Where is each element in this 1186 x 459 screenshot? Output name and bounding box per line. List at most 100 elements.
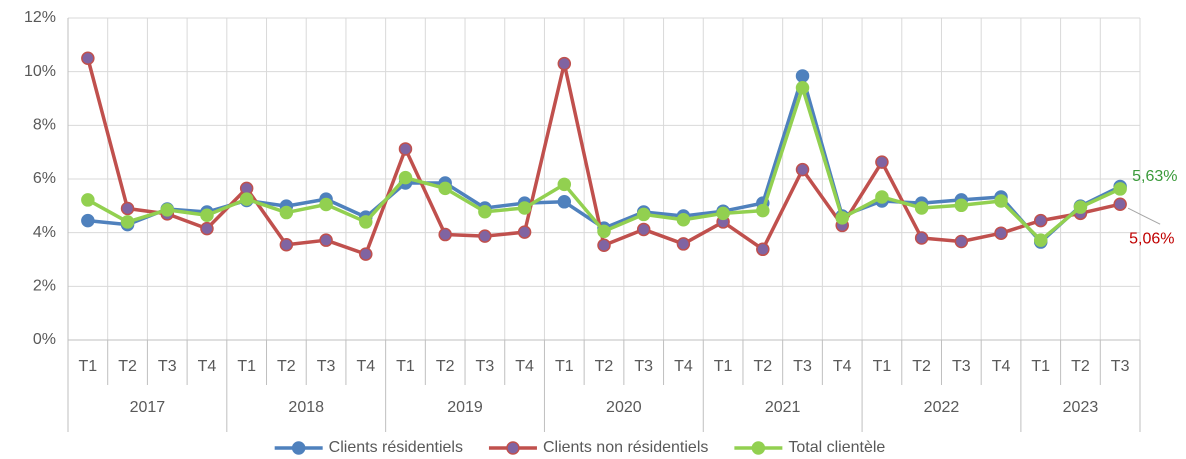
y-tick-label: 2% xyxy=(33,278,56,295)
x-tick-label: T3 xyxy=(1111,358,1130,375)
marker xyxy=(875,155,889,169)
marker xyxy=(557,56,572,71)
marker xyxy=(279,237,294,252)
marker xyxy=(557,177,572,192)
x-tick-label: T4 xyxy=(198,358,217,375)
marker xyxy=(795,162,810,177)
marker xyxy=(279,205,294,220)
marker xyxy=(200,208,214,222)
leader-line xyxy=(1127,207,1161,225)
group-label: 2022 xyxy=(924,399,960,416)
marker xyxy=(676,237,691,251)
x-tick-label: T2 xyxy=(912,358,931,375)
x-tick-label: T1 xyxy=(873,358,892,375)
marker xyxy=(120,201,135,216)
x-tick-label: T3 xyxy=(317,358,336,375)
series-line xyxy=(87,74,1121,244)
marker xyxy=(239,192,254,206)
marker xyxy=(795,69,810,83)
x-tick-label: T1 xyxy=(1031,358,1050,375)
marker xyxy=(795,81,810,95)
y-tick-label: 0% xyxy=(33,331,56,348)
x-tick-label: T2 xyxy=(436,358,455,375)
x-tick-label: T3 xyxy=(476,358,495,375)
x-tick-label: T3 xyxy=(634,358,653,375)
marker xyxy=(438,227,452,242)
marker xyxy=(1033,213,1048,228)
marker xyxy=(359,247,373,261)
marker xyxy=(994,226,1008,240)
marker xyxy=(914,231,929,245)
x-tick-label: T4 xyxy=(674,358,693,375)
group-label: 2019 xyxy=(447,399,483,416)
marker xyxy=(636,222,651,237)
marker xyxy=(954,198,969,213)
marker xyxy=(200,221,214,236)
marker xyxy=(81,193,95,207)
y-tick-label: 10% xyxy=(24,63,56,80)
marker xyxy=(597,238,611,253)
x-tick-label: T2 xyxy=(118,358,137,375)
marker xyxy=(716,206,730,221)
group-label: 2020 xyxy=(606,399,642,416)
group-label: 2018 xyxy=(288,399,324,416)
legend-marker xyxy=(751,441,766,455)
x-tick-label: T4 xyxy=(515,358,534,375)
x-tick-label: T2 xyxy=(595,358,614,375)
x-tick-label: T1 xyxy=(555,358,574,375)
marker xyxy=(438,181,452,196)
y-tick-label: 12% xyxy=(24,9,56,26)
marker xyxy=(676,213,691,227)
legend-item: Total clientèle xyxy=(734,439,885,456)
x-tick-label: T4 xyxy=(992,358,1011,375)
marker xyxy=(1073,200,1088,214)
x-tick-label: T4 xyxy=(356,358,375,375)
y-tick-label: 6% xyxy=(33,170,56,187)
marker xyxy=(636,207,651,222)
x-tick-label: T1 xyxy=(396,358,415,375)
data-label: 5,63% xyxy=(1132,168,1177,185)
marker xyxy=(517,201,532,215)
marker xyxy=(954,234,969,249)
x-tick-label: T1 xyxy=(79,358,98,375)
marker xyxy=(319,197,333,212)
marker xyxy=(875,190,889,204)
legend-label: Total clientèle xyxy=(788,439,885,456)
marker xyxy=(398,170,413,185)
legend-item: Clients résidentiels xyxy=(274,439,463,456)
x-tick-label: T2 xyxy=(753,358,772,375)
marker xyxy=(81,51,95,65)
x-tick-label: T3 xyxy=(158,358,177,375)
y-tick-label: 8% xyxy=(33,117,56,134)
marker xyxy=(478,204,492,219)
marker xyxy=(597,224,611,239)
x-tick-label: T1 xyxy=(714,358,733,375)
marker xyxy=(81,213,95,228)
marker xyxy=(517,225,532,239)
marker xyxy=(994,194,1008,208)
legend-item: Clients non résidentiels xyxy=(488,439,708,456)
marker xyxy=(398,142,413,156)
marker xyxy=(120,215,135,229)
data-label: 5,06% xyxy=(1129,230,1174,247)
legend-label: Clients non résidentiels xyxy=(543,439,708,456)
group-label: 2023 xyxy=(1063,399,1099,416)
x-tick-label: T1 xyxy=(237,358,256,375)
legend-label: Clients résidentiels xyxy=(329,439,463,456)
marker xyxy=(319,233,333,247)
marker xyxy=(1113,182,1127,196)
x-tick-label: T3 xyxy=(952,358,971,375)
group-label: 2017 xyxy=(130,399,166,416)
marker xyxy=(557,195,572,209)
marker xyxy=(914,201,929,215)
legend-marker xyxy=(291,441,306,455)
x-tick-label: T2 xyxy=(277,358,296,375)
marker xyxy=(160,203,175,217)
series-line xyxy=(87,86,1121,242)
marker xyxy=(478,229,492,243)
marker xyxy=(359,215,373,229)
marker xyxy=(1113,197,1127,211)
group-label: 2021 xyxy=(765,399,801,416)
marker xyxy=(1033,233,1048,247)
